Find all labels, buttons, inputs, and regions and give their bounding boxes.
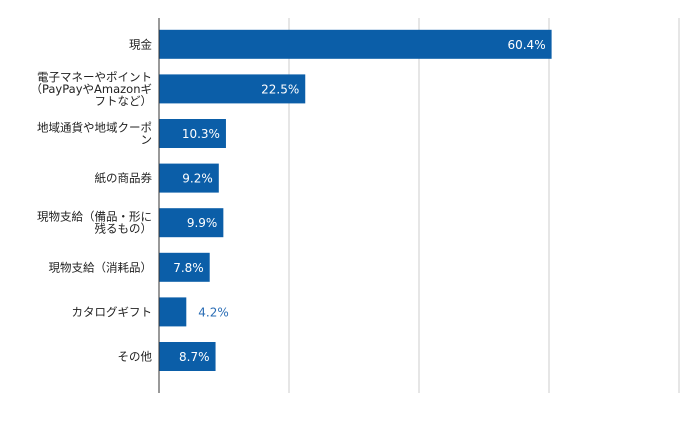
value-label: 10.3% (182, 127, 220, 141)
category-label: 現物支給（消耗品） (49, 260, 153, 274)
bar (159, 252, 210, 282)
bar (159, 119, 226, 148)
value-labels: 60.4% 22.5% 10.3% 9.2% 9.9% 7.8% 4.2% 8.7% (173, 38, 545, 364)
bars (159, 29, 552, 371)
category-label: その他 (118, 350, 153, 364)
value-label: 60.4% (507, 38, 545, 52)
bar (159, 74, 306, 104)
value-label: 7.8% (173, 261, 204, 275)
bar (159, 208, 224, 238)
bar (159, 29, 552, 59)
value-label: 9.2% (182, 172, 213, 186)
gridlines (288, 18, 680, 393)
category-label: 紙の商品券 (95, 171, 153, 185)
value-label: 8.7% (179, 350, 210, 364)
category-label: 地域通貨や地域クーポン (37, 121, 152, 147)
category-label: カタログギフト (72, 305, 153, 319)
category-label: 現物支給（備品・形に残るもの） (37, 210, 152, 236)
value-label: 22.5% (261, 82, 299, 96)
bar (159, 342, 216, 371)
bar (159, 297, 187, 327)
bar (159, 163, 219, 193)
value-label: 9.9% (187, 216, 218, 230)
category-label: 電子マネーやポイント（PayPayやAmazonギフトなど） (30, 70, 152, 108)
value-label: 4.2% (198, 305, 229, 319)
category-label: 現金 (129, 37, 152, 51)
